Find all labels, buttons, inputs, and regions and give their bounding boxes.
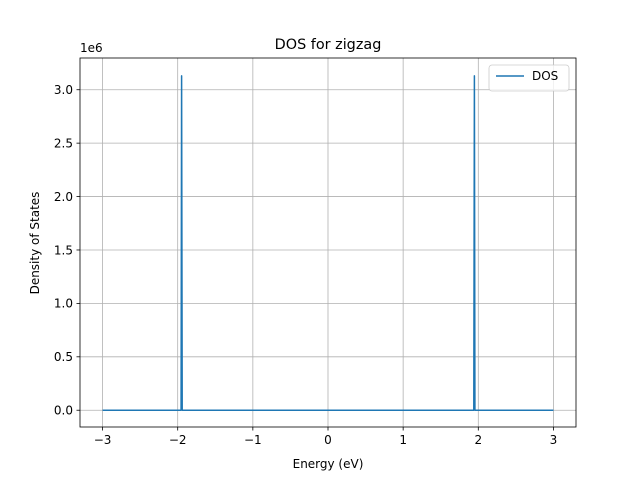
series-line-dos — [102, 75, 554, 411]
y-tick-label: 2.0 — [54, 190, 73, 204]
y-tick-label: 3.0 — [54, 83, 73, 97]
y-tick-label: 1.0 — [54, 297, 73, 311]
y-tick-label: 0.5 — [54, 350, 73, 364]
x-tick-label: 0 — [324, 433, 332, 447]
y-tick-label: 1.5 — [54, 243, 73, 257]
y-axis-ticks: 0.0 0.5 1.0 1.5 2.0 2.5 3.0 — [54, 83, 80, 418]
y-axis-title: Density of States — [28, 192, 42, 295]
x-axis-ticks: −3 −2 −1 0 1 2 3 — [94, 427, 558, 447]
series-layer — [102, 75, 554, 411]
x-tick-label: 2 — [474, 433, 482, 447]
y-offset-label: 1e6 — [80, 41, 103, 55]
x-gridlines — [102, 58, 554, 427]
x-tick-label: −2 — [169, 433, 187, 447]
x-tick-label: −1 — [244, 433, 262, 447]
x-tick-label: 3 — [550, 433, 558, 447]
legend-label-dos: DOS — [532, 69, 558, 83]
chart-title: DOS for zigzag — [275, 37, 382, 53]
x-tick-label: 1 — [399, 433, 407, 447]
x-tick-label: −3 — [94, 433, 112, 447]
legend-box — [488, 64, 570, 92]
y-tick-label: 0.0 — [54, 404, 73, 418]
legend: DOS — [488, 64, 570, 92]
x-axis-title: Energy (eV) — [293, 457, 364, 471]
y-tick-label: 2.5 — [54, 136, 73, 150]
